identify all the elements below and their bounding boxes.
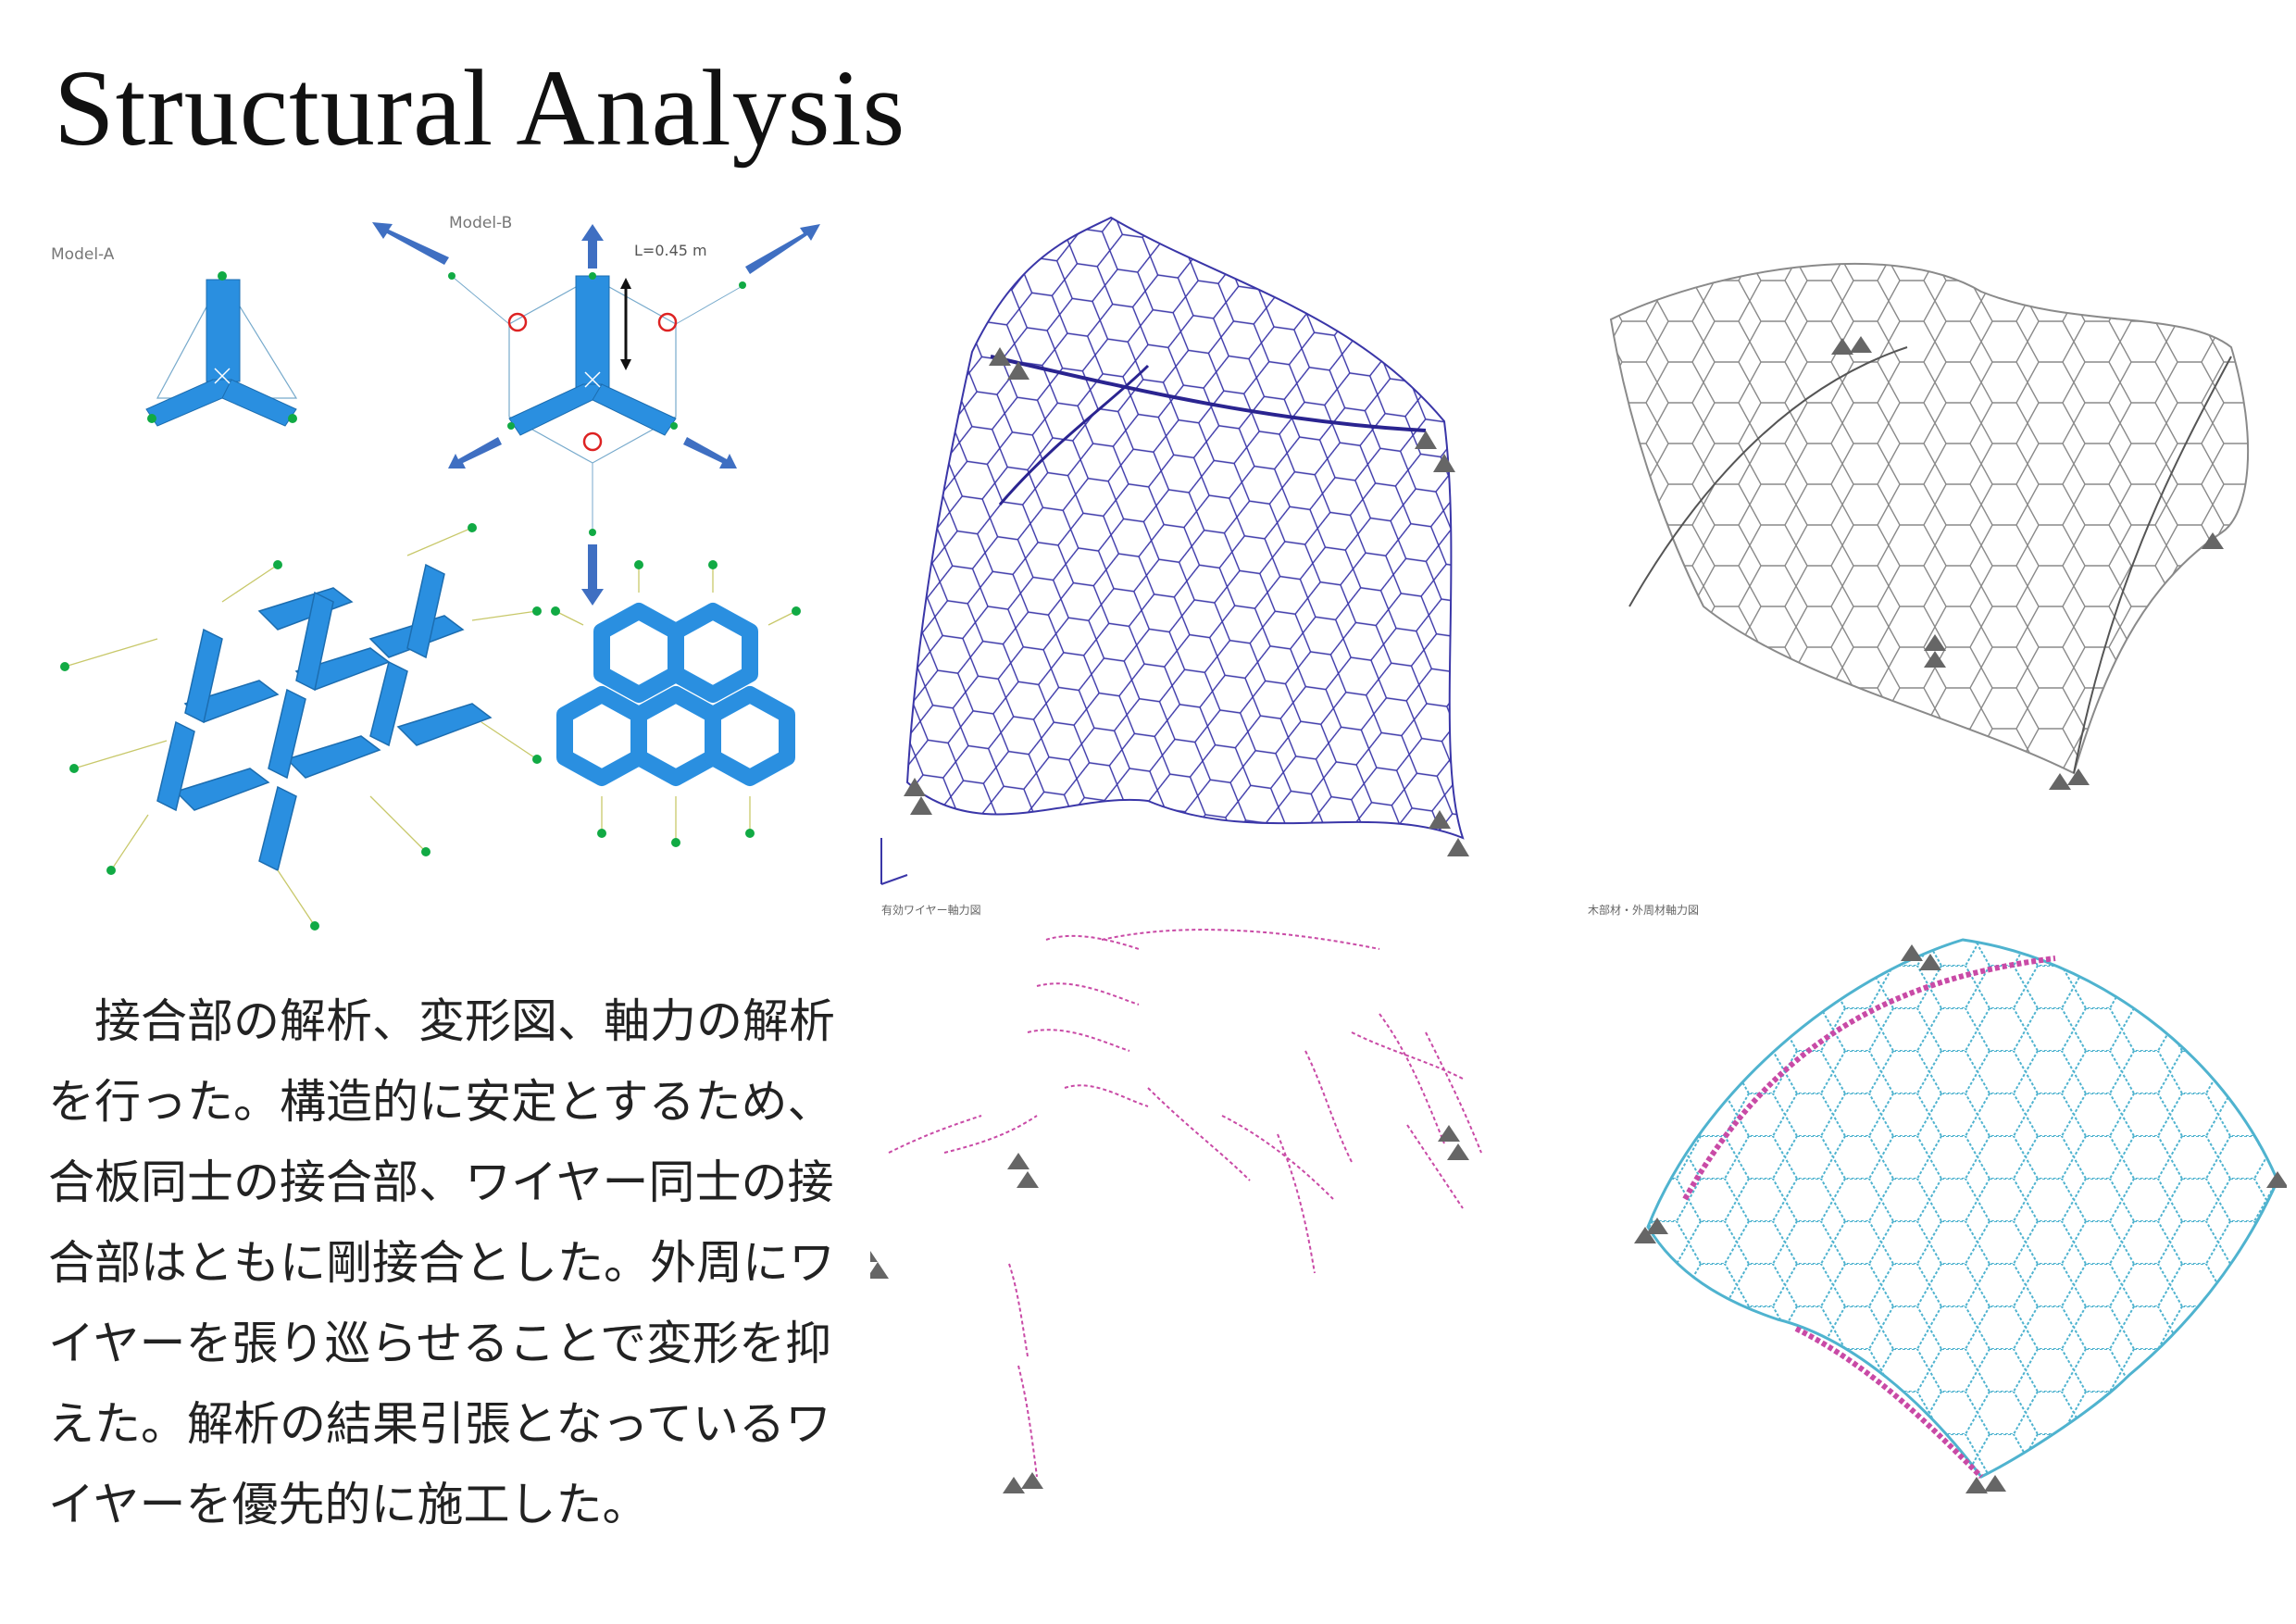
wire-axial-force-view — [888, 929, 1482, 1478]
bottom-right-caption: 木部材・外周材軸力図 — [1588, 903, 1699, 917]
diamond-lattice-assembly — [60, 523, 542, 931]
model-b-label: Model-B — [449, 214, 512, 232]
joint-model-diagrams: Model-A Model-B L=0.45 m — [37, 204, 852, 944]
page-title: Structural Analysis — [54, 47, 906, 169]
model-a-joint — [145, 271, 298, 427]
description-text: 接合部の解析、変形図、軸力の解析を行った。構造的に安定とするため、合板同士の接合… — [48, 981, 854, 1545]
model-b-joint — [372, 222, 820, 606]
hexagon-lattice-assembly — [551, 560, 801, 847]
description-paragraph: 接合部の解析、変形図、軸力の解析を行った。構造的に安定とするため、合板同士の接合… — [48, 994, 835, 1531]
support-markers — [904, 347, 1469, 856]
deformed-mesh-view: 有効ワイヤー軸力図 — [880, 216, 1469, 917]
length-label: L=0.45 m — [634, 242, 707, 259]
member-axial-force-view — [1634, 938, 2287, 1493]
joint-model-svg: Model-A Model-B L=0.45 m — [51, 214, 820, 931]
analysis-svg: 有効ワイヤー軸力図 木部材・外周材軸力図 — [870, 216, 2287, 1493]
force-arrows — [372, 222, 820, 606]
model-a-label: Model-A — [51, 245, 115, 264]
original-mesh-view: 木部材・外周材軸力図 — [1588, 262, 2250, 917]
bottom-left-caption: 有効ワイヤー軸力図 — [881, 903, 981, 917]
analysis-figures: 有効ワイヤー軸力図 木部材・外周材軸力図 — [870, 199, 2287, 1505]
